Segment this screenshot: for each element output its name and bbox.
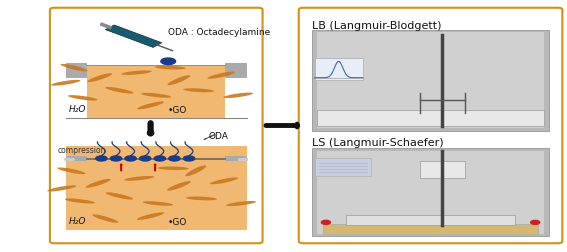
Circle shape (321, 220, 331, 225)
FancyBboxPatch shape (50, 9, 263, 243)
Ellipse shape (137, 212, 164, 220)
Ellipse shape (68, 96, 98, 101)
Ellipse shape (141, 93, 171, 98)
Ellipse shape (186, 197, 217, 201)
Text: •GO: •GO (168, 106, 187, 115)
Ellipse shape (143, 201, 173, 206)
Text: •GO: •GO (168, 217, 187, 226)
Ellipse shape (87, 74, 112, 83)
Bar (318, 33, 544, 129)
Text: ODA: ODA (209, 132, 229, 141)
Ellipse shape (51, 81, 81, 86)
Ellipse shape (167, 181, 191, 191)
Circle shape (139, 156, 151, 161)
Text: compression: compression (57, 145, 106, 154)
Bar (420, 161, 465, 179)
Ellipse shape (223, 93, 253, 99)
FancyBboxPatch shape (299, 9, 562, 243)
Ellipse shape (86, 179, 111, 188)
Text: ODA : Octadecylamine: ODA : Octadecylamine (168, 27, 270, 37)
Bar (225, 157, 247, 162)
Circle shape (96, 156, 107, 161)
Ellipse shape (158, 167, 189, 170)
Circle shape (169, 156, 180, 161)
Circle shape (161, 59, 176, 65)
Bar (346, 215, 515, 225)
Ellipse shape (208, 72, 235, 79)
Bar (105, 26, 162, 48)
Circle shape (531, 220, 540, 225)
Ellipse shape (92, 214, 119, 223)
Circle shape (125, 156, 136, 161)
Bar (318, 151, 544, 234)
Ellipse shape (137, 102, 164, 110)
Bar (66, 146, 247, 230)
Bar (87, 66, 225, 118)
Bar (312, 31, 549, 131)
Ellipse shape (105, 193, 133, 200)
Ellipse shape (185, 166, 206, 176)
Bar (66, 63, 87, 78)
Text: H₂O: H₂O (69, 216, 86, 225)
Bar (225, 63, 247, 78)
Ellipse shape (57, 168, 86, 174)
Ellipse shape (210, 178, 238, 184)
Ellipse shape (65, 199, 95, 204)
Ellipse shape (47, 186, 77, 192)
Ellipse shape (155, 67, 186, 70)
Ellipse shape (226, 201, 256, 206)
Bar (318, 111, 544, 126)
Text: LB (Langmuir-Blodgett): LB (Langmuir-Blodgett) (312, 21, 441, 31)
Bar (312, 149, 549, 236)
Ellipse shape (121, 71, 152, 76)
Circle shape (111, 156, 122, 161)
Text: LS (Langmuir-Schaefer): LS (Langmuir-Schaefer) (312, 137, 443, 147)
Text: H₂O: H₂O (69, 105, 86, 113)
Circle shape (183, 156, 194, 161)
Ellipse shape (124, 176, 154, 181)
Bar (323, 224, 538, 234)
Bar (315, 58, 363, 81)
Circle shape (154, 156, 166, 161)
Ellipse shape (167, 76, 190, 86)
Bar (315, 159, 371, 176)
Bar (66, 157, 87, 162)
Ellipse shape (61, 65, 88, 72)
Ellipse shape (183, 89, 214, 93)
Ellipse shape (105, 88, 134, 94)
